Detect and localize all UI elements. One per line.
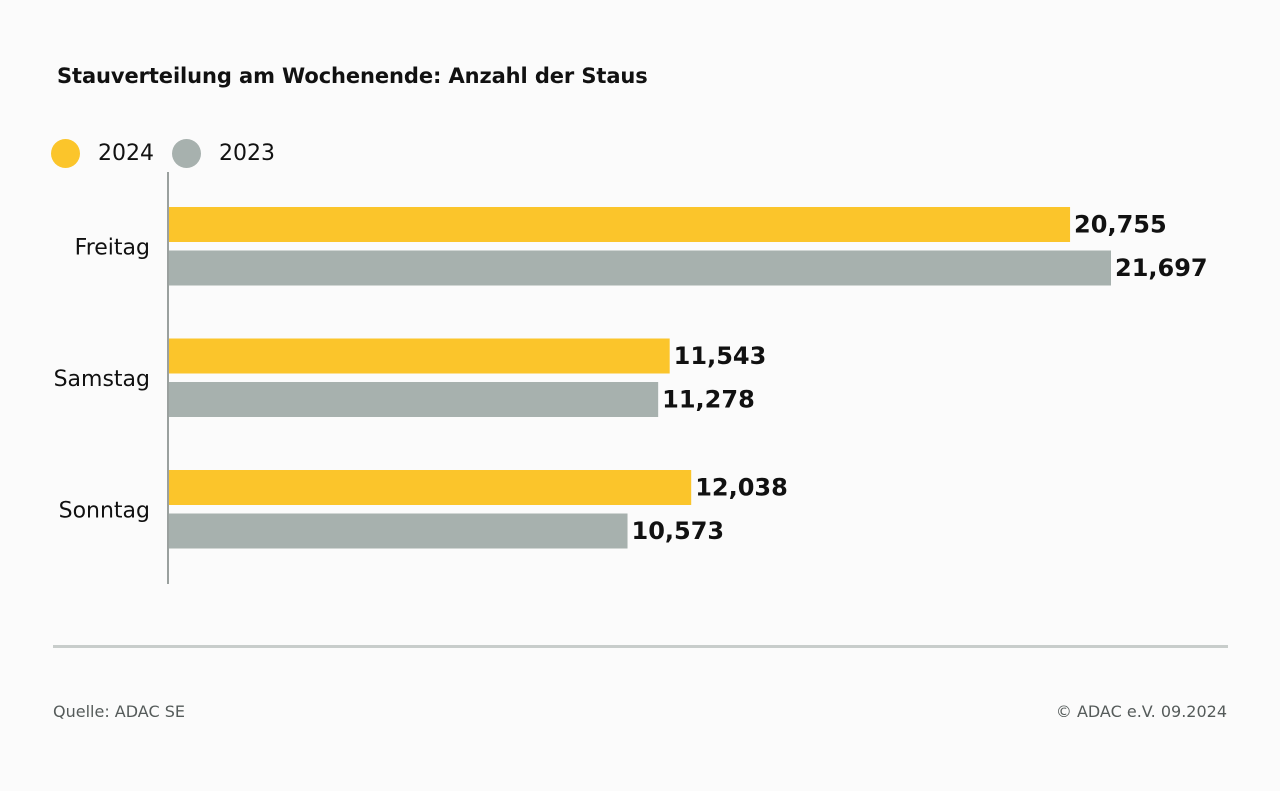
- value-label-samstag-2023: 11,278: [662, 386, 755, 414]
- legend-label-2023: 2023: [219, 140, 275, 166]
- category-label-samstag: Samstag: [54, 367, 150, 392]
- value-label-freitag-2023: 21,697: [1115, 254, 1208, 282]
- bar-freitag-2024: [168, 207, 1071, 242]
- source-note: Quelle: ADAC SE: [53, 702, 185, 721]
- legend-swatch-2024: [51, 138, 80, 168]
- value-label-sonntag-2024: 12,038: [695, 474, 788, 502]
- footer-divider: [53, 645, 1228, 648]
- value-label-freitag-2024: 20,755: [1074, 211, 1167, 239]
- chart-title: Stauverteilung am Wochenende: Anzahl der…: [57, 64, 648, 88]
- bar-samstag-2023: [168, 382, 659, 417]
- chart-legend: 2024 2023: [51, 138, 293, 168]
- legend-swatch-2023: [172, 138, 201, 168]
- category-label-freitag: Freitag: [75, 235, 150, 260]
- copyright-note: © ADAC e.V. 09.2024: [1055, 702, 1227, 721]
- legend-label-2024: 2024: [98, 140, 154, 166]
- legend-item-2023: 2023: [172, 138, 275, 168]
- bar-sonntag-2024: [168, 470, 692, 505]
- value-label-samstag-2024: 11,543: [674, 342, 767, 370]
- value-label-sonntag-2023: 10,573: [632, 517, 725, 545]
- legend-item-2024: 2024: [51, 138, 154, 168]
- bar-freitag-2023: [168, 250, 1111, 286]
- category-label-sonntag: Sonntag: [59, 498, 150, 523]
- bar-sonntag-2023: [168, 513, 628, 549]
- bar-samstag-2024: [168, 338, 670, 374]
